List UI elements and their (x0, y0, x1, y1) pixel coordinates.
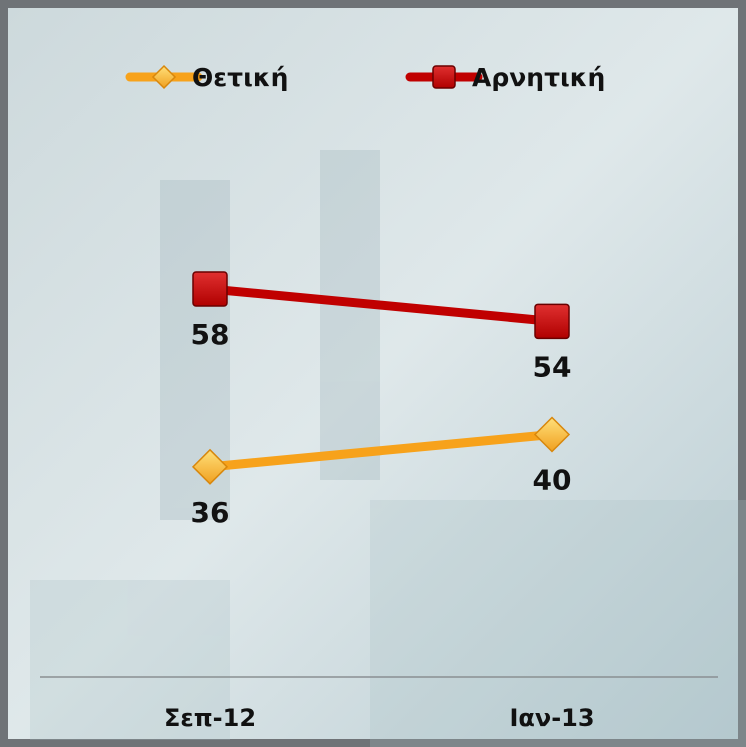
chart: Σεπ-12 Ιαν-13 36 40 Θετική 58 54 Αρνητική (0, 0, 746, 747)
data-label: 54 (533, 350, 572, 383)
legend-label: Αρνητική (472, 63, 605, 92)
legend-label: Θετική (192, 63, 288, 92)
x-tick-label: Σεπ-12 (164, 704, 256, 732)
marker (193, 272, 227, 306)
data-label: 36 (191, 496, 230, 529)
data-label: 58 (191, 318, 230, 351)
marker (535, 304, 569, 338)
legend-marker (433, 66, 455, 88)
data-label: 40 (533, 464, 572, 497)
x-tick-label: Ιαν-13 (509, 704, 594, 732)
